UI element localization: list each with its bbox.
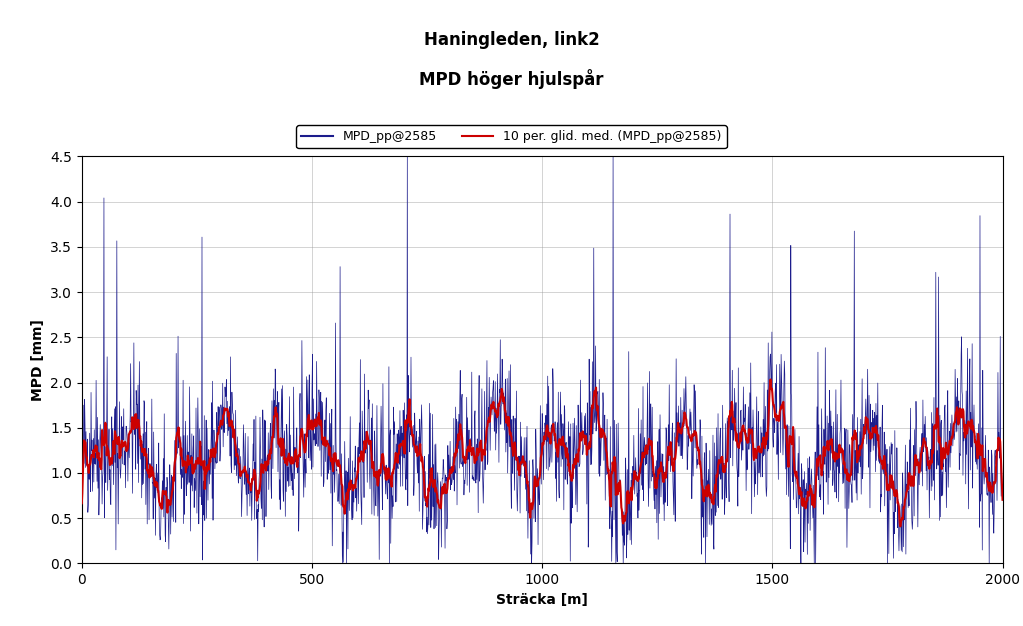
10 per. glid. med. (MPD_pp@2585): [834, 446, 846, 453]
X-axis label: Sträcka [m]: Sträcka [m]: [496, 593, 588, 607]
MPD_pp@2585: [126, 415, 138, 423]
MPD_pp@2585: [835, 424, 847, 431]
10 per. glid. med. (MPD_pp@2585): [629, 468, 641, 476]
10 per. glid. med. (MPD_pp@2585): [996, 496, 1009, 503]
MPD_pp@2585: [337, 560, 349, 567]
MPD_pp@2585: [630, 470, 642, 477]
Text: Haningleden, link2: Haningleden, link2: [424, 31, 599, 49]
10 per. glid. med. (MPD_pp@2585): [96, 434, 108, 441]
MPD_pp@2585: [96, 475, 108, 483]
Line: MPD_pp@2585: MPD_pp@2585: [82, 156, 1003, 563]
MPD_pp@2585: [76, 441, 88, 448]
10 per. glid. med. (MPD_pp@2585): [764, 376, 776, 383]
10 per. glid. med. (MPD_pp@2585): [76, 500, 88, 507]
10 per. glid. med. (MPD_pp@2585): [894, 523, 906, 530]
MPD_pp@2585: [401, 153, 413, 160]
Y-axis label: MPD [mm]: MPD [mm]: [31, 319, 45, 401]
MPD_pp@2585: [418, 497, 431, 505]
10 per. glid. med. (MPD_pp@2585): [126, 425, 138, 433]
Text: MPD höger hjulspår: MPD höger hjulspår: [419, 69, 604, 89]
10 per. glid. med. (MPD_pp@2585): [158, 490, 170, 498]
MPD_pp@2585: [996, 481, 1009, 488]
10 per. glid. med. (MPD_pp@2585): [417, 473, 430, 481]
MPD_pp@2585: [158, 513, 170, 521]
Legend: MPD_pp@2585, 10 per. glid. med. (MPD_pp@2585): MPD_pp@2585, 10 per. glid. med. (MPD_pp@…: [297, 125, 726, 148]
Line: 10 per. glid. med. (MPD_pp@2585): 10 per. glid. med. (MPD_pp@2585): [82, 379, 1003, 526]
